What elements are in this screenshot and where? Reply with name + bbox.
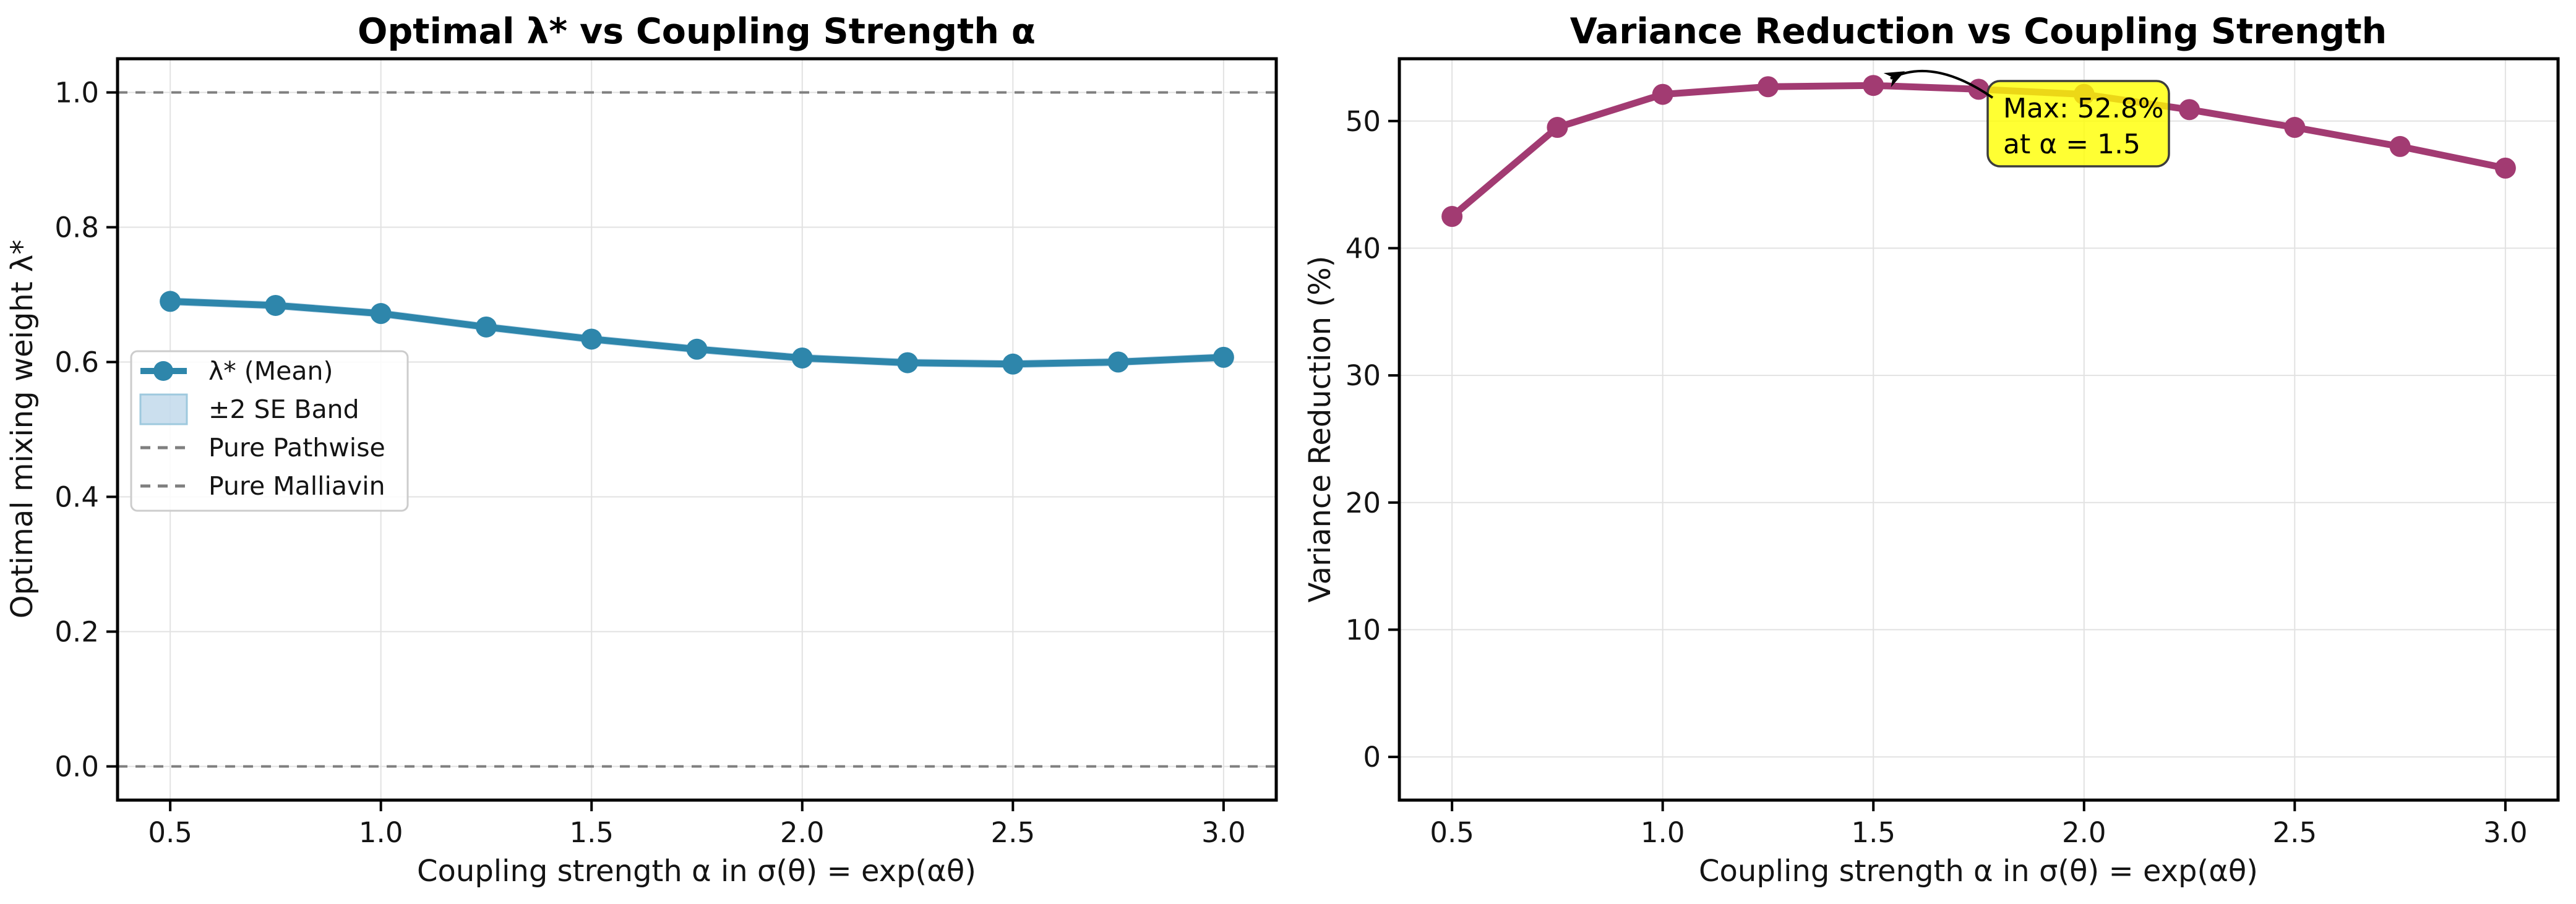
left-chart-ylabel: Optimal mixing weight λ* — [5, 240, 40, 619]
legend-label-pathwise: Pure Pathwise — [208, 433, 385, 463]
data-point — [791, 347, 813, 369]
right-chart-title: Variance Reduction vs Coupling Strength — [1570, 11, 2387, 52]
legend-marker-icon — [153, 361, 173, 381]
x-tick-label: 2.5 — [991, 816, 1036, 849]
data-point — [1213, 346, 1234, 368]
data-point — [581, 328, 603, 350]
x-tick-label: 1.5 — [569, 816, 614, 849]
x-tick-label: 2.5 — [2273, 816, 2317, 849]
left-chart-xlabel: Coupling strength α in σ(θ) = exp(αθ) — [417, 854, 976, 889]
legend-label-se-band: ±2 SE Band — [208, 394, 359, 424]
legend-item-mean: λ* (Mean) — [140, 356, 333, 386]
data-point — [2494, 157, 2516, 179]
data-point — [265, 294, 286, 316]
y-tick-label: 0 — [1363, 741, 1381, 774]
data-point — [1107, 351, 1129, 373]
max-annotation: Max: 52.8% at α = 1.5 — [1883, 69, 2170, 168]
y-tick-label: 40 — [1346, 232, 1381, 265]
data-point — [1652, 83, 1673, 105]
right-chart-ylabel: Variance Reduction (%) — [1303, 256, 1337, 603]
data-point — [1547, 117, 1568, 139]
x-tick-label: 1.0 — [359, 816, 403, 849]
data-point — [2389, 135, 2411, 157]
legend-label-malliavin: Pure Malliavin — [208, 471, 385, 501]
annotation-line-2: at α = 1.5 — [2003, 129, 2140, 160]
legend-frame — [130, 350, 409, 512]
annotation-arrow — [1883, 69, 1994, 99]
y-tick-label: 30 — [1346, 359, 1381, 392]
y-tick-label: 0.8 — [54, 211, 99, 244]
annotation-line-1: Max: 52.8% — [2003, 93, 2164, 124]
right-chart-xlabel: Coupling strength α in σ(θ) = exp(αθ) — [1699, 854, 2258, 889]
x-tick-label: 0.5 — [148, 816, 192, 849]
legend-band-swatch — [139, 393, 188, 425]
data-point — [1863, 75, 1884, 96]
data-point — [1441, 206, 1463, 228]
x-tick-label: 1.0 — [1641, 816, 1685, 849]
left-chart-title: Optimal λ* vs Coupling Strength α — [358, 11, 1036, 52]
y-tick-label: 1.0 — [54, 77, 99, 109]
data-point — [686, 338, 708, 360]
annotation-box — [1986, 80, 2170, 168]
legend-item-pathwise: Pure Pathwise — [140, 433, 385, 463]
legend: λ* (Mean) ±2 SE Band Pure Pathwise Pure … — [130, 350, 409, 512]
y-tick-label: 0.6 — [54, 346, 99, 379]
x-tick-label: 3.0 — [2483, 816, 2528, 849]
y-tick-label: 50 — [1346, 105, 1381, 138]
x-tick-label: 2.0 — [2062, 816, 2106, 849]
y-tick-label: 10 — [1346, 613, 1381, 646]
left-plot-area — [116, 57, 1278, 802]
data-point — [2284, 117, 2306, 139]
y-tick-label: 0.2 — [54, 616, 99, 649]
data-point — [1002, 353, 1024, 375]
legend-item-malliavin: Pure Malliavin — [140, 471, 385, 501]
legend-item-se-band: ±2 SE Band — [139, 393, 359, 425]
x-tick-label: 1.5 — [1851, 816, 1896, 849]
y-tick-label: 0.0 — [54, 751, 99, 783]
data-point — [2179, 99, 2200, 121]
right-plot-area — [1397, 57, 2560, 802]
x-tick-label: 0.5 — [1430, 816, 1474, 849]
data-point — [370, 303, 392, 325]
legend-label-mean: λ* (Mean) — [208, 356, 333, 386]
y-tick-label: 20 — [1346, 487, 1381, 519]
y-tick-label: 0.4 — [54, 481, 99, 514]
data-point — [897, 352, 919, 373]
data-point — [475, 316, 497, 338]
data-point — [160, 291, 181, 312]
x-tick-label: 2.0 — [780, 816, 825, 849]
x-tick-label: 3.0 — [1201, 816, 1246, 849]
data-point — [1757, 76, 1779, 98]
